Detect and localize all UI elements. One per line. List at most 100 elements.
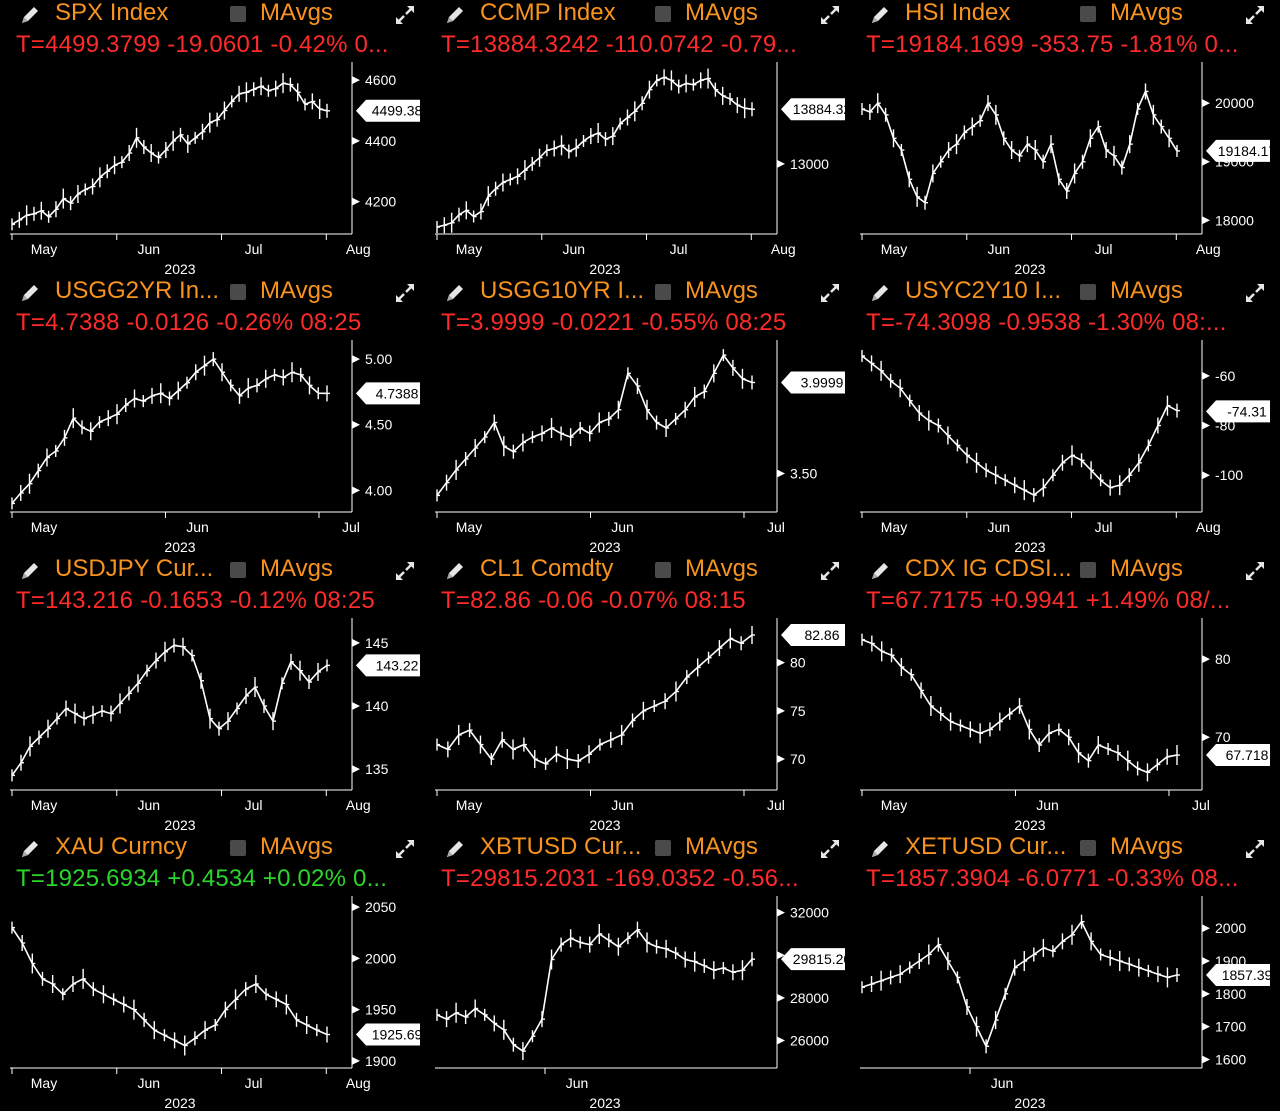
pencil-icon[interactable] bbox=[442, 2, 468, 28]
ticker-label[interactable]: XBTUSD Cur... bbox=[480, 834, 642, 860]
ticker-label[interactable]: USGG10YR I... bbox=[480, 278, 645, 304]
y-tick-label: 4.50 bbox=[365, 417, 392, 433]
mavgs-label[interactable]: MAvgs bbox=[1110, 556, 1183, 582]
mavgs-label[interactable]: MAvgs bbox=[685, 0, 758, 26]
expand-arrows-icon[interactable] bbox=[392, 836, 418, 862]
price-chart[interactable]: 2050 2000 1950 1900 May Jun Jul Aug 2023 1925.69 bbox=[0, 894, 420, 1110]
mavgs-label[interactable]: MAvgs bbox=[685, 278, 758, 304]
checkbox-icon[interactable] bbox=[1080, 6, 1096, 22]
pencil-icon[interactable] bbox=[442, 836, 468, 862]
checkbox-icon[interactable] bbox=[230, 562, 246, 578]
mavgs-label[interactable]: MAvgs bbox=[1110, 834, 1183, 860]
mavgs-label[interactable]: MAvgs bbox=[685, 556, 758, 582]
checkbox-icon[interactable] bbox=[230, 840, 246, 856]
y-tick-mark bbox=[352, 1056, 360, 1065]
pencil-icon[interactable] bbox=[442, 558, 468, 584]
price-series-line bbox=[861, 355, 1178, 497]
y-tick-mark bbox=[1202, 655, 1210, 664]
pencil-icon[interactable] bbox=[867, 280, 893, 306]
x-tick-label: May bbox=[456, 519, 482, 535]
checkbox-icon[interactable] bbox=[655, 284, 671, 300]
price-series-line bbox=[436, 634, 753, 765]
expand-arrows-icon[interactable] bbox=[392, 2, 418, 28]
expand-arrows-icon[interactable] bbox=[392, 558, 418, 584]
price-chart[interactable]: 3.50 May Jun Jul 2023 3.9999 bbox=[425, 338, 845, 554]
expand-arrows-icon[interactable] bbox=[817, 2, 843, 28]
last-value-callout: -74.31 bbox=[1206, 400, 1270, 423]
y-tick-mark bbox=[352, 197, 360, 206]
year-label: 2023 bbox=[589, 1095, 620, 1110]
ticker-label[interactable]: HSI Index bbox=[905, 0, 1011, 26]
checkbox-icon[interactable] bbox=[1080, 284, 1096, 300]
chart-panel-11: XBTUSD Cur... MAvgs T=29815.2031 -169.0352… bbox=[425, 834, 845, 1110]
mavgs-label[interactable]: MAvgs bbox=[260, 556, 333, 582]
price-chart[interactable]: 80 75 70 May Jun Jul 2023 82.86 bbox=[425, 616, 845, 832]
checkbox-icon[interactable] bbox=[655, 840, 671, 856]
year-label: 2023 bbox=[1014, 539, 1045, 554]
pencil-icon[interactable] bbox=[867, 2, 893, 28]
price-chart[interactable]: 32000300002800026000Jun202329815.20 bbox=[425, 894, 845, 1110]
pencil-icon[interactable] bbox=[442, 280, 468, 306]
expand-arrows-icon[interactable] bbox=[1242, 558, 1268, 584]
expand-arrows-icon[interactable] bbox=[1242, 836, 1268, 862]
ticker-label[interactable]: CDX IG CDSI... bbox=[905, 556, 1072, 582]
expand-arrows-icon[interactable] bbox=[1242, 2, 1268, 28]
y-tick-label: 135 bbox=[365, 761, 389, 777]
last-value-callout: 4499.38 bbox=[356, 99, 420, 122]
price-chart[interactable]: 80 70 May Jun Jul 2023 67.718 bbox=[850, 616, 1270, 832]
price-series-line bbox=[861, 920, 1178, 1049]
ticker-label[interactable]: USDJPY Cur... bbox=[55, 556, 214, 582]
pencil-icon[interactable] bbox=[17, 280, 43, 306]
x-tick-label: May bbox=[31, 519, 57, 535]
expand-arrows-icon[interactable] bbox=[817, 558, 843, 584]
pencil-icon[interactable] bbox=[867, 836, 893, 862]
x-tick-label: Jun bbox=[562, 241, 585, 257]
pencil-icon[interactable] bbox=[17, 836, 43, 862]
expand-arrows-icon[interactable] bbox=[817, 280, 843, 306]
x-tick-label: Jun bbox=[137, 1075, 160, 1091]
last-value-label: 143.22 bbox=[376, 657, 419, 673]
price-chart[interactable]: 13000 May Jun Jul Aug 2023 13884.32 bbox=[425, 60, 845, 276]
pencil-icon[interactable] bbox=[867, 558, 893, 584]
y-tick-label: 13000 bbox=[790, 156, 829, 172]
y-tick-label: 1800 bbox=[1215, 986, 1246, 1002]
ticker-label[interactable]: XETUSD Cur... bbox=[905, 834, 1067, 860]
year-label: 2023 bbox=[164, 817, 195, 832]
ticker-label[interactable]: CCMP Index bbox=[480, 0, 616, 26]
x-tick-label: Jul bbox=[245, 797, 263, 813]
last-value-label: 3.9999 bbox=[801, 374, 844, 390]
price-chart[interactable]: 200001900018000MayJunJulAug202319184.17 bbox=[850, 60, 1270, 276]
checkbox-icon[interactable] bbox=[1080, 562, 1096, 578]
y-tick-mark bbox=[777, 993, 785, 1002]
price-chart[interactable]: 4600 4400 4200 May Jun Jul Aug 2023 4499.38 bbox=[0, 60, 420, 276]
mavgs-label[interactable]: MAvgs bbox=[260, 834, 333, 860]
expand-arrows-icon[interactable] bbox=[817, 836, 843, 862]
y-tick-label: 3.50 bbox=[790, 466, 817, 482]
pencil-icon[interactable] bbox=[17, 2, 43, 28]
ticker-label[interactable]: CL1 Comdty bbox=[480, 556, 614, 582]
y-tick-label: 18000 bbox=[1215, 212, 1254, 228]
expand-arrows-icon[interactable] bbox=[392, 280, 418, 306]
checkbox-icon[interactable] bbox=[655, 562, 671, 578]
x-tick-label: Jun bbox=[566, 1075, 589, 1091]
expand-arrows-icon[interactable] bbox=[1242, 280, 1268, 306]
mavgs-label[interactable]: MAvgs bbox=[260, 0, 333, 26]
checkbox-icon[interactable] bbox=[230, 6, 246, 22]
mavgs-label[interactable]: MAvgs bbox=[260, 278, 333, 304]
price-chart[interactable]: 145 140 135 May Jun Jul Aug 2023 143.22 bbox=[0, 616, 420, 832]
checkbox-icon[interactable] bbox=[230, 284, 246, 300]
ticker-label[interactable]: XAU Curncy bbox=[55, 834, 188, 860]
price-chart[interactable]: 5.00 4.50 4.00 May Jun Jul 2023 4.7388 bbox=[0, 338, 420, 554]
quote-line: T=82.86 -0.06 -0.07% 08:15 bbox=[441, 587, 746, 614]
mavgs-label[interactable]: MAvgs bbox=[1110, 278, 1183, 304]
pencil-icon[interactable] bbox=[17, 558, 43, 584]
checkbox-icon[interactable] bbox=[1080, 840, 1096, 856]
ticker-label[interactable]: USYC2Y10 I... bbox=[905, 278, 1062, 304]
mavgs-label[interactable]: MAvgs bbox=[685, 834, 758, 860]
ticker-label[interactable]: SPX Index bbox=[55, 0, 169, 26]
ticker-label[interactable]: USGG2YR In... bbox=[55, 278, 220, 304]
mavgs-label[interactable]: MAvgs bbox=[1110, 0, 1183, 26]
checkbox-icon[interactable] bbox=[655, 6, 671, 22]
